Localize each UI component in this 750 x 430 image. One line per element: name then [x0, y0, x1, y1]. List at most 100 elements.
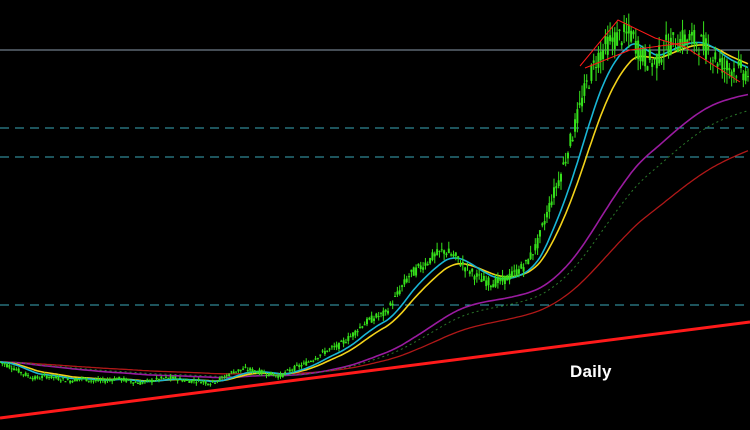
candle-body	[27, 375, 30, 377]
candle-body	[655, 54, 658, 69]
candle	[583, 74, 586, 104]
candle	[747, 68, 749, 82]
candle	[277, 373, 280, 380]
candle	[508, 268, 511, 285]
candle-body	[604, 36, 607, 45]
candle	[548, 196, 551, 219]
candle	[43, 372, 46, 377]
candle	[735, 74, 738, 83]
candle	[141, 381, 144, 385]
candle-body	[351, 332, 354, 337]
candle-body	[113, 378, 116, 381]
candle	[293, 364, 296, 372]
candle	[307, 360, 310, 363]
candle	[562, 156, 565, 166]
candle	[24, 371, 27, 377]
candle	[501, 269, 504, 286]
candle-body	[506, 275, 509, 281]
candle	[445, 252, 448, 258]
candle	[429, 257, 432, 265]
candle-body	[326, 350, 329, 352]
candle	[181, 378, 184, 383]
candle	[190, 379, 193, 384]
candle	[183, 378, 186, 383]
candle	[97, 376, 100, 383]
candle-body	[288, 369, 291, 372]
candle-body	[627, 24, 630, 34]
candle-body	[394, 295, 397, 297]
candle	[73, 377, 76, 382]
candle-body	[218, 377, 221, 381]
candle	[574, 113, 577, 138]
candle	[667, 33, 670, 59]
channel-trendline-lower[interactable]	[584, 41, 691, 69]
candle	[251, 367, 254, 374]
candle	[426, 261, 429, 266]
candle-body	[307, 361, 310, 363]
candle	[646, 65, 649, 71]
candle-body	[153, 380, 156, 382]
ma-long-line[interactable]	[0, 150, 749, 375]
candle	[101, 376, 104, 383]
ema-fast-line[interactable]	[0, 41, 749, 383]
candle-body	[403, 279, 406, 285]
candle	[693, 24, 696, 55]
candle-body	[356, 330, 359, 333]
candle	[695, 41, 698, 52]
candle	[52, 376, 55, 381]
candle	[225, 373, 228, 379]
candle-body	[8, 364, 11, 368]
candle-body	[319, 354, 322, 356]
candle	[538, 229, 541, 244]
candle	[174, 375, 177, 380]
candle-body	[363, 324, 366, 326]
candle-body	[405, 278, 408, 283]
candle-body	[272, 374, 275, 376]
candle	[602, 43, 605, 71]
support-trendline[interactable]	[0, 320, 750, 420]
candle-body	[676, 47, 679, 53]
candle	[510, 266, 513, 279]
candle	[41, 373, 44, 381]
candle	[94, 377, 97, 383]
candle	[214, 382, 217, 385]
candle-body	[468, 271, 471, 274]
candle	[17, 367, 20, 374]
ma-slow-line[interactable]	[0, 93, 749, 379]
candle-body	[707, 46, 710, 51]
candle	[655, 53, 658, 81]
candle	[625, 17, 628, 42]
candle-body	[20, 372, 23, 374]
candle-body	[576, 109, 579, 124]
candle	[599, 41, 602, 74]
candle	[125, 377, 128, 383]
channel-trendline-upper[interactable]	[579, 19, 741, 83]
candle	[744, 66, 747, 85]
candle	[585, 74, 588, 89]
candle-body	[36, 376, 39, 379]
candle	[291, 368, 294, 374]
candle-body	[120, 378, 123, 381]
candle	[148, 379, 151, 383]
candle-body	[176, 379, 179, 381]
candle	[517, 265, 520, 278]
candle-body	[415, 267, 418, 276]
candle-body	[274, 375, 277, 377]
ema-mid-line[interactable]	[0, 44, 749, 382]
ma-dotted-line[interactable]	[0, 110, 749, 377]
candle	[309, 360, 312, 363]
candle-body	[232, 371, 235, 374]
candle-body	[471, 268, 474, 272]
candle-body	[55, 376, 58, 379]
candle	[503, 275, 506, 290]
candle-body	[613, 32, 616, 50]
candle-body	[368, 317, 371, 320]
candle	[344, 338, 347, 344]
candle-body	[279, 373, 282, 377]
horizontal-levels	[0, 49, 750, 306]
candle-body	[744, 71, 747, 81]
candle	[157, 378, 160, 383]
candle-body	[122, 377, 125, 381]
